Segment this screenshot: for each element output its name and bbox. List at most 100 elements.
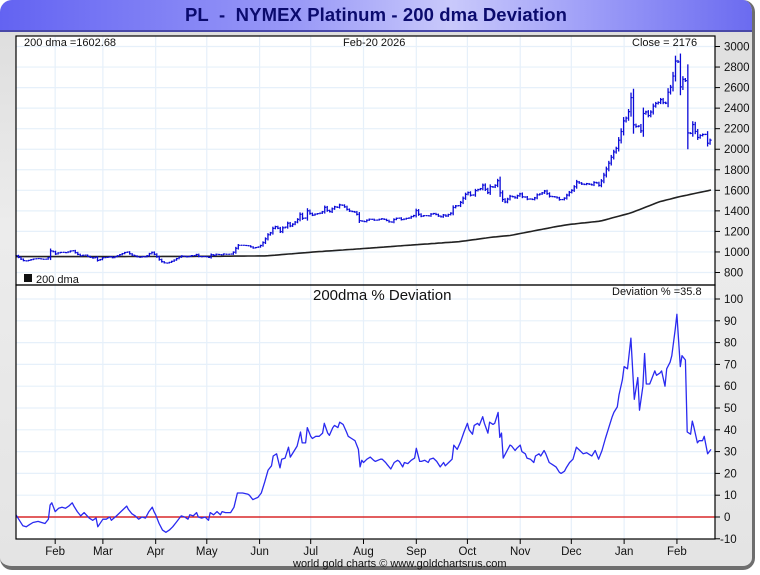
price-bar (277, 225, 280, 230)
price-bar (590, 183, 594, 186)
x-tick-label: Nov (510, 546, 531, 558)
price-bar (450, 212, 453, 216)
price-bar (652, 103, 655, 115)
price-bar (415, 208, 418, 218)
y-tick-label: 1800 (724, 165, 750, 177)
price-bar (647, 110, 650, 118)
price-bar (262, 241, 265, 247)
price-bar (111, 256, 114, 259)
price-bar (336, 206, 339, 208)
price-bar (249, 245, 253, 248)
price-bar (553, 196, 557, 198)
price-bar (608, 160, 611, 172)
date-label: Feb-20 2026 (343, 37, 405, 49)
price-bar (605, 166, 608, 178)
price-bar (692, 121, 695, 137)
price-bar (504, 198, 507, 204)
price-bar (511, 195, 515, 198)
price-bar (319, 212, 322, 215)
price-bar (447, 213, 450, 217)
price-bar (642, 107, 645, 137)
price-bar (148, 252, 151, 257)
price-bar (645, 110, 648, 115)
y-tick-label: 1000 (724, 247, 750, 259)
x-tick-label: Dec (561, 546, 582, 558)
price-bar (279, 226, 282, 234)
price-bar (536, 193, 539, 200)
price-bar (94, 256, 97, 259)
price-bar (331, 207, 334, 213)
price-bar (166, 262, 169, 264)
price-bar (153, 251, 156, 256)
price-bar (479, 187, 482, 191)
price-bar (264, 237, 268, 245)
price-bar (706, 131, 710, 147)
price-bar (257, 246, 260, 249)
price-bar (709, 138, 712, 145)
y-axis-ticks: 3000 2800 2600 2400 2200 2000 1800 1600 1400 1200… (715, 42, 750, 546)
price-bar (40, 258, 43, 260)
x-tick-label: Feb (667, 546, 687, 558)
price-bar (84, 254, 87, 256)
price-bar (531, 198, 534, 201)
price-bar (215, 253, 218, 256)
price-bar (669, 84, 673, 95)
price-bar (375, 219, 379, 221)
price-bar (694, 121, 697, 135)
y-tick-label: 30 (724, 447, 737, 459)
price-bar (168, 261, 171, 264)
price-bar (267, 233, 270, 241)
price-bar (79, 253, 82, 257)
price-bar (704, 133, 707, 136)
price-bar (610, 154, 613, 166)
price-bar (114, 256, 117, 259)
price-bar (49, 248, 53, 261)
y-tick-label: 60 (724, 381, 737, 393)
price-bar (699, 134, 702, 139)
price-bar (682, 76, 685, 91)
price-bar (321, 210, 324, 214)
price-bar (640, 123, 643, 133)
price-bar (343, 204, 347, 208)
price-bar (373, 218, 376, 221)
price-bar (440, 215, 443, 218)
price-bar (620, 128, 623, 144)
price-bar (324, 205, 327, 214)
price-bar (252, 246, 255, 249)
price-bar (489, 184, 492, 195)
price-bar (291, 223, 295, 227)
price-bar (20, 256, 23, 260)
price-bar (232, 251, 235, 255)
price-bar (333, 205, 337, 210)
price-bar (664, 101, 668, 105)
dma-legend-label: 200 dma (36, 274, 80, 286)
deviation-panel-border (15, 284, 716, 540)
y-tick-label: 3000 (724, 42, 750, 54)
price-bars (15, 53, 712, 264)
price-bar (119, 254, 122, 257)
price-bar (193, 254, 196, 257)
price-bar (91, 256, 95, 259)
price-bar (632, 88, 636, 134)
price-bar (301, 212, 305, 220)
price-bar (526, 195, 529, 201)
price-bar (684, 78, 687, 82)
price-bar (101, 257, 105, 261)
price-bar (348, 208, 352, 212)
title-bar: PL - NYMEX Platinum - 200 dma Deviation (0, 0, 752, 32)
dma-legend-swatch (24, 274, 32, 282)
price-bar (469, 191, 473, 197)
price-bar (106, 256, 109, 258)
price-bar (116, 255, 119, 258)
price-bar (576, 179, 579, 189)
price-bar (272, 226, 275, 235)
y-tick-label: 1400 (724, 206, 750, 218)
price-bar (538, 193, 542, 196)
price-bar (30, 259, 33, 261)
price-bar (477, 188, 480, 192)
price-bar (54, 250, 58, 255)
price-bar (637, 125, 641, 128)
price-bar (578, 181, 581, 184)
panel-borders (15, 35, 716, 540)
price-bar (442, 214, 445, 218)
